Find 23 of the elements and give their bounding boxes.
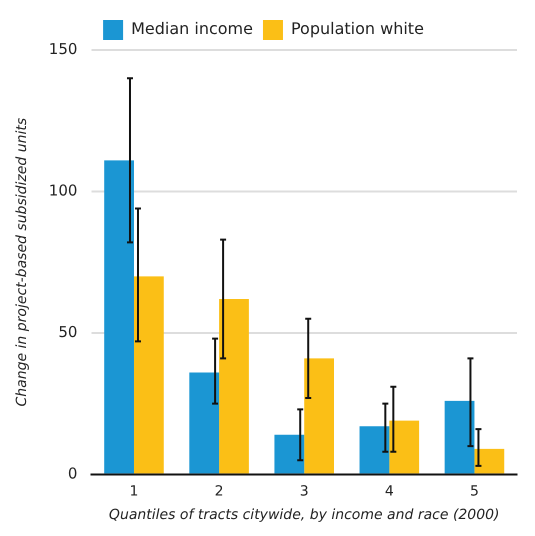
bar	[134, 276, 164, 474]
legend-label: Median income	[131, 19, 253, 38]
bar	[304, 358, 334, 474]
x-tick-label: 2	[214, 483, 224, 500]
x-axis-title: Quantiles of tracts citywide, by income and race (2000)	[108, 507, 500, 524]
y-tick-label: 100	[48, 181, 78, 200]
y-axis-title: Change in project-based subsidized units	[14, 118, 30, 407]
x-tick-label: 5	[470, 483, 479, 500]
y-tick-label: 150	[48, 40, 78, 58]
y-tick-label: 0	[68, 464, 78, 482]
bar	[360, 426, 390, 474]
bar	[474, 448, 504, 474]
bar	[389, 420, 420, 474]
bar	[189, 372, 220, 474]
x-tick-label: 3	[300, 483, 309, 500]
bar	[274, 434, 304, 474]
x-tick-label: 4	[384, 483, 394, 500]
bar	[104, 160, 134, 474]
legend-label: Population white	[290, 19, 424, 38]
bar	[444, 400, 474, 474]
y-tick-label: 50	[58, 322, 78, 341]
x-tick-label: 1	[130, 483, 138, 500]
bar	[219, 298, 249, 474]
